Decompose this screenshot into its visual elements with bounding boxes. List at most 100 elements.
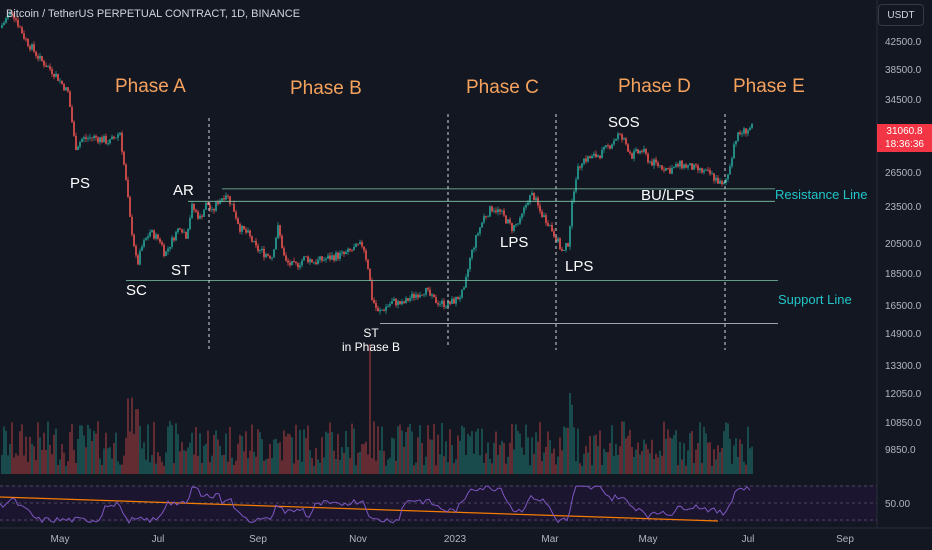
candle-body <box>445 306 447 308</box>
candle-body <box>539 205 541 212</box>
candle-body <box>689 163 691 166</box>
volume-bars <box>1 344 753 474</box>
volume-bar <box>55 428 57 474</box>
volume-bar <box>563 426 565 474</box>
candle-body <box>629 151 631 154</box>
volume-bar <box>43 432 45 474</box>
volume-bar <box>259 432 261 474</box>
volume-bar <box>555 464 557 474</box>
candle-body <box>627 144 629 152</box>
volume-bar <box>445 441 447 474</box>
volume-bar <box>175 423 177 474</box>
volume-bar <box>733 445 735 474</box>
volume-bar <box>341 447 343 474</box>
candle-body <box>707 169 709 171</box>
candle-body <box>217 202 219 205</box>
candle-body <box>721 180 723 185</box>
candle-body <box>111 136 113 140</box>
volume-bar <box>619 446 621 474</box>
candle-body <box>289 262 291 266</box>
candle-body <box>39 55 41 59</box>
volume-bar <box>3 426 5 474</box>
volume-bar <box>729 438 731 474</box>
candle-body <box>605 145 607 148</box>
volume-bar <box>557 456 559 474</box>
volume-bar <box>533 453 535 474</box>
candle-body <box>485 216 487 217</box>
volume-bar <box>509 442 511 474</box>
volume-bar <box>481 428 483 474</box>
volume-bar <box>559 437 561 474</box>
volume-bar <box>245 431 247 474</box>
candle-body <box>601 149 603 159</box>
candle-body <box>25 38 27 40</box>
event-lps-1: LPS <box>500 234 529 251</box>
candle-body <box>661 165 663 170</box>
volume-bar <box>113 443 115 474</box>
candle-body <box>149 232 151 237</box>
candle-body <box>479 227 481 234</box>
volume-bar <box>409 423 411 474</box>
resistance-line-label: Resistance Line <box>775 187 868 202</box>
volume-bar <box>453 463 455 474</box>
volume-bar <box>161 461 163 474</box>
candle-body <box>31 44 33 50</box>
candle-body <box>751 123 753 128</box>
volume-bar <box>421 443 423 474</box>
candle-body <box>735 140 737 145</box>
candle-body <box>693 164 695 170</box>
volume-bar <box>147 424 149 474</box>
candle-body <box>501 210 503 212</box>
candle-body <box>227 195 229 197</box>
volume-bar <box>277 443 279 474</box>
volume-bar <box>743 461 745 474</box>
volume-bar <box>19 431 21 474</box>
volume-bar <box>581 465 583 474</box>
candle-body <box>101 137 103 143</box>
candle-body <box>65 87 67 91</box>
volume-bar <box>427 425 429 474</box>
candle-body <box>497 209 499 213</box>
volume-bar <box>539 422 541 474</box>
volume-bar <box>177 434 179 474</box>
volume-bar <box>525 424 527 474</box>
candle-body <box>197 211 199 219</box>
candle-body <box>505 215 507 224</box>
price-axis-tick: 20500.0 <box>885 239 922 250</box>
volume-bar <box>309 450 311 474</box>
candle-body <box>581 163 583 168</box>
volume-bar <box>537 441 539 474</box>
volume-bar <box>59 459 61 474</box>
price-axis-tick: 18500.0 <box>885 269 922 280</box>
volume-bar <box>169 421 171 474</box>
volume-bar <box>157 452 159 474</box>
candle-body <box>715 177 717 181</box>
volume-bar <box>297 459 299 474</box>
candle-body <box>393 298 395 301</box>
volume-bar <box>665 438 667 474</box>
candle-body <box>439 304 441 305</box>
volume-bar <box>329 422 331 474</box>
volume-bar <box>577 428 579 474</box>
candle-body <box>277 225 279 238</box>
candle-body <box>533 192 535 201</box>
candle-body <box>271 257 273 259</box>
candle-body <box>261 248 263 251</box>
price-axis-tick: 10850.0 <box>885 418 922 429</box>
candle-body <box>15 18 17 20</box>
volume-bar <box>385 465 387 474</box>
volume-bar <box>271 458 273 474</box>
volume-bar <box>513 449 515 474</box>
candle-body <box>609 145 611 149</box>
candle-body <box>591 155 593 159</box>
candle-body <box>657 162 659 167</box>
candle-body <box>79 142 81 147</box>
candle-body <box>481 222 483 228</box>
candle-body <box>571 200 573 227</box>
volume-bar <box>423 465 425 474</box>
volume-bar <box>123 455 125 474</box>
support-line-label: Support Line <box>778 292 852 307</box>
volume-bar <box>475 431 477 474</box>
currency-selector[interactable]: USDT <box>878 4 924 26</box>
